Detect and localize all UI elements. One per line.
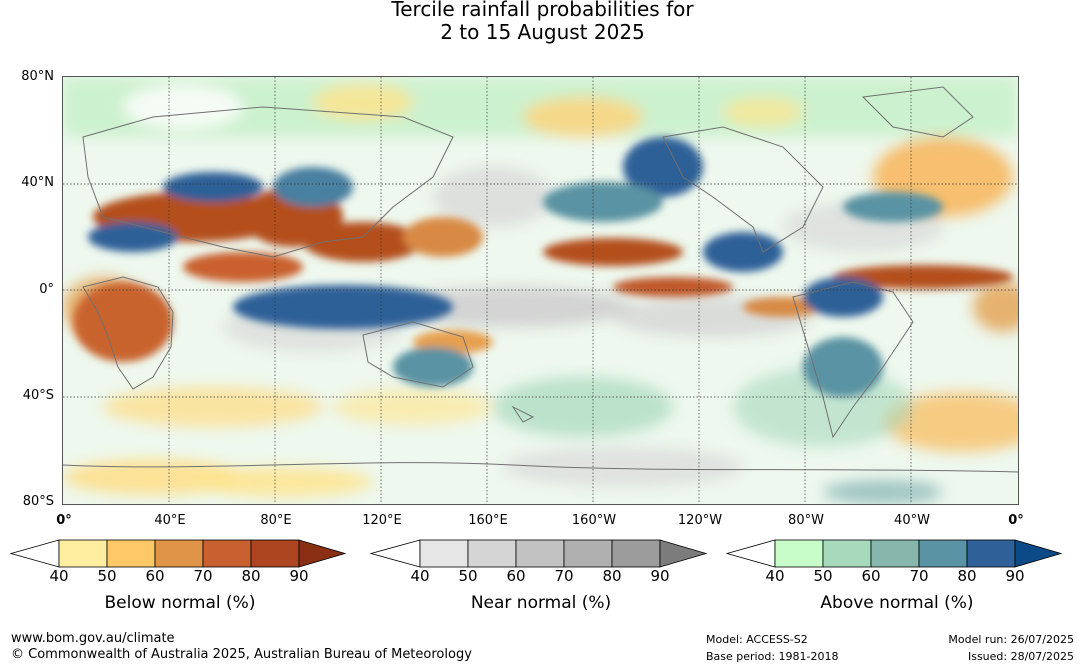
colorbar-left-arrow <box>726 539 776 568</box>
footer-issued: Issued: 28/07/2025 <box>967 650 1074 663</box>
colorbar-segment <box>106 539 156 568</box>
tick-label: 60 <box>145 567 165 585</box>
colorbar-below-normal <box>10 539 347 568</box>
tick-label: 70 <box>554 567 574 585</box>
lon-label-40w: 40°W <box>894 513 930 528</box>
lon-label-120e: 120°E <box>362 513 402 528</box>
tick-label: 80 <box>957 567 977 585</box>
colorbar-above-normal <box>726 539 1063 568</box>
colorbar-near-ticks: 40 50 60 70 80 90 <box>370 567 712 587</box>
rainfall-probability-map <box>62 76 1019 505</box>
colorbar-segment <box>58 539 108 568</box>
colorbar-near-normal <box>370 539 708 568</box>
colorbar-above-title: Above normal (%) <box>820 593 974 613</box>
colorbar-segment <box>467 539 517 568</box>
lat-label-80s: 80°S <box>22 494 54 509</box>
footer-base-period: Base period: 1981-2018 <box>706 650 839 663</box>
strong-probability-regions <box>73 137 1013 397</box>
colorbar-right-arrow <box>659 539 708 568</box>
lat-label-80n: 80°N <box>21 69 54 84</box>
colorbar-right-arrow <box>298 539 347 568</box>
tick-label: 50 <box>813 567 833 585</box>
graticule <box>63 77 1018 504</box>
colorbar-left-arrow <box>10 539 60 568</box>
footer-model: Model: ACCESS-S2 <box>706 633 808 646</box>
tick-label: 90 <box>289 567 309 585</box>
lon-label-120w: 120°W <box>677 513 723 528</box>
lon-label-40e: 40°E <box>154 513 186 528</box>
tick-label: 80 <box>602 567 622 585</box>
tick-label: 90 <box>1005 567 1025 585</box>
tick-label: 40 <box>765 567 785 585</box>
colorbar-near-title: Near normal (%) <box>470 593 612 613</box>
colorbar-left-arrow <box>370 539 421 568</box>
tick-label: 90 <box>650 567 670 585</box>
colorbar-segment <box>202 539 252 568</box>
lon-label-80w: 80°W <box>788 513 824 528</box>
colorbar-segment <box>250 539 300 568</box>
coastlines <box>63 86 1018 473</box>
colorbar-right-arrow <box>1014 539 1063 568</box>
colorbar-segment <box>611 539 661 568</box>
tick-label: 60 <box>506 567 526 585</box>
colorbar-segment <box>515 539 565 568</box>
lon-label-0-right: 0° <box>1008 513 1024 528</box>
colorbar-below-ticks: 40 50 60 70 80 90 <box>10 567 350 587</box>
tick-label: 50 <box>97 567 117 585</box>
footer-model-run: Model run: 26/07/2025 <box>948 633 1074 646</box>
footer-copyright: © Commonwealth of Australia 2025, Austra… <box>11 647 472 662</box>
colorbar-segment <box>918 539 968 568</box>
tick-label: 50 <box>458 567 478 585</box>
tick-label: 40 <box>410 567 430 585</box>
map-title-line-1: Tercile rainfall probabilities for <box>391 0 694 21</box>
lat-label-40n: 40°N <box>21 175 54 190</box>
colorbar-above-ticks: 40 50 60 70 80 90 <box>726 567 1068 587</box>
map-canvas <box>63 77 1018 504</box>
lon-label-160e: 160°E <box>468 513 508 528</box>
colorbar-segment <box>419 539 469 568</box>
colorbar-segment <box>870 539 920 568</box>
colorbar-segment <box>774 539 824 568</box>
colorbar-segment <box>154 539 204 568</box>
colorbar-segment <box>563 539 613 568</box>
footer-url: www.bom.gov.au/climate <box>11 631 175 646</box>
map-title-line-2: 2 to 15 August 2025 <box>440 20 645 44</box>
colorbar-segment <box>822 539 872 568</box>
tick-label: 70 <box>909 567 929 585</box>
lat-label-40s: 40°S <box>22 388 54 403</box>
lat-label-equator: 0° <box>39 282 54 297</box>
tick-label: 70 <box>193 567 213 585</box>
tick-label: 60 <box>861 567 881 585</box>
lon-label-0-left: 0° <box>56 513 72 528</box>
colorbar-segment <box>966 539 1016 568</box>
tick-label: 80 <box>241 567 261 585</box>
lon-label-160w: 160°W <box>571 513 617 528</box>
tick-label: 40 <box>49 567 69 585</box>
lon-label-80e: 80°E <box>260 513 292 528</box>
colorbar-below-title: Below normal (%) <box>104 593 256 613</box>
